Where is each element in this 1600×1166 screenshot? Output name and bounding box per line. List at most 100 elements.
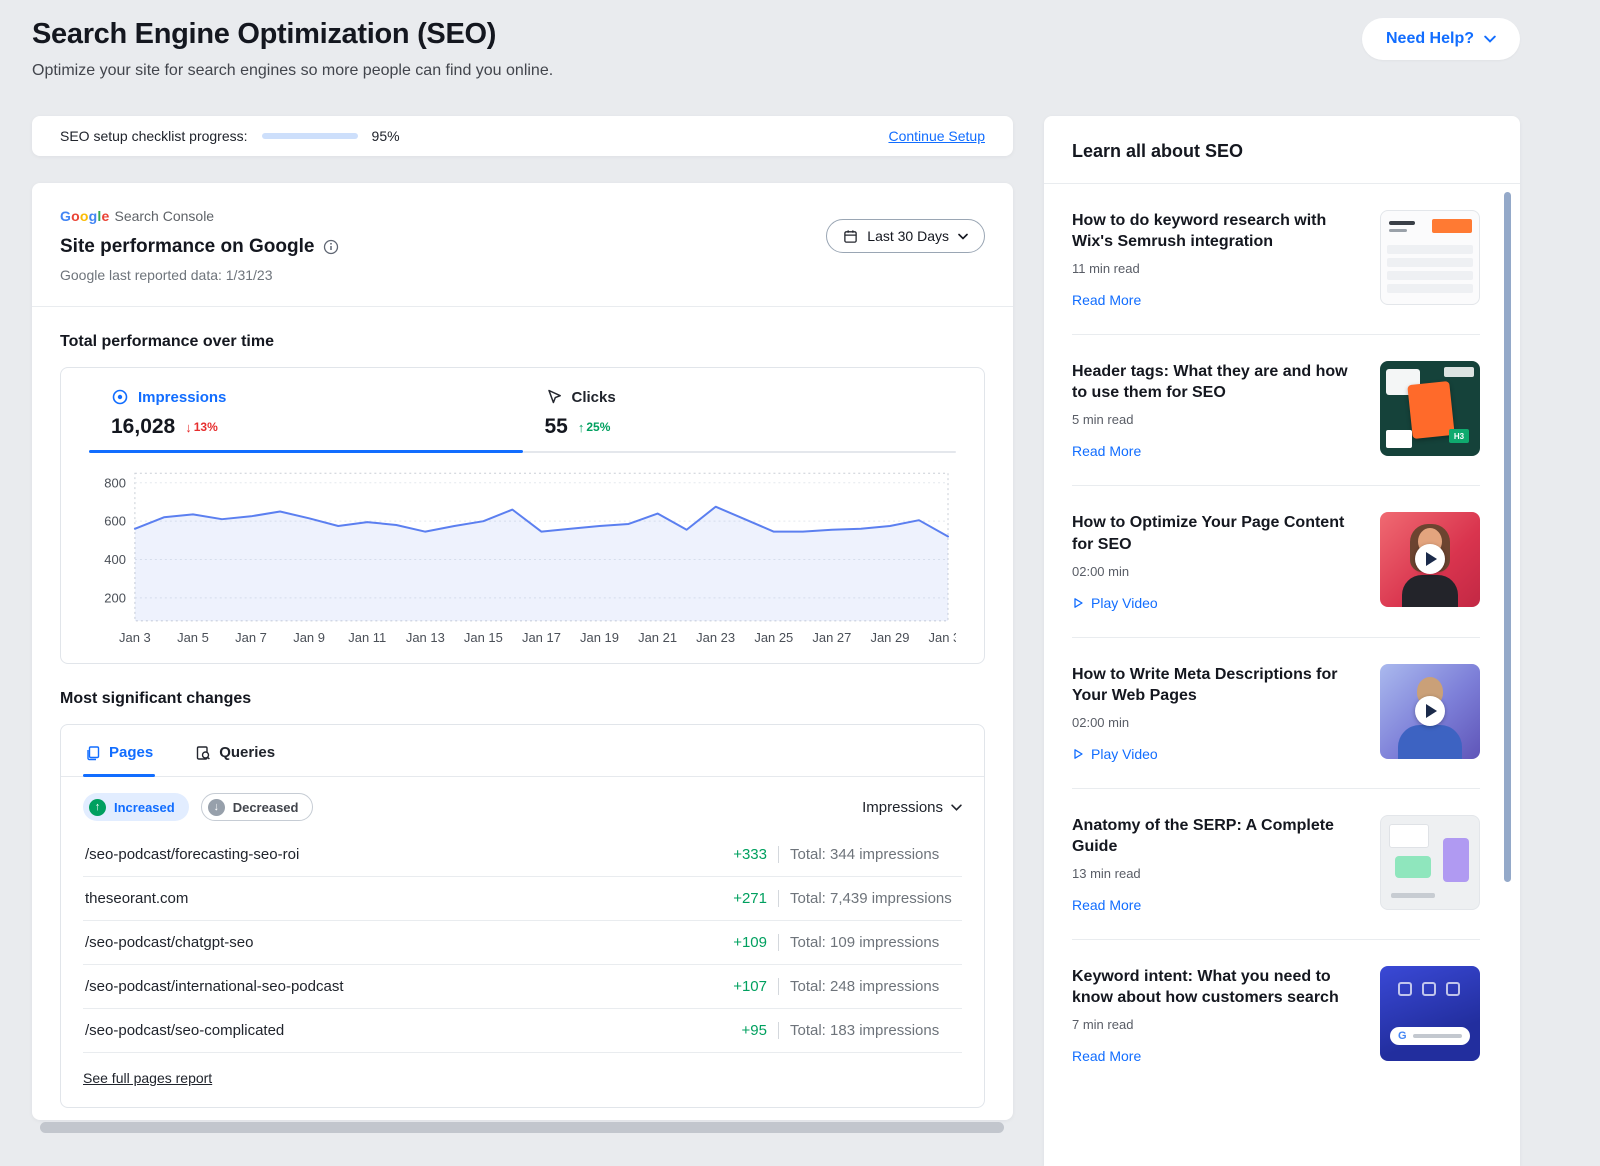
checklist-label: SEO setup checklist progress: <box>60 128 248 144</box>
total-impressions: Total: 7,439 impressions <box>778 890 960 907</box>
impressions-delta-down: 13% <box>185 420 218 435</box>
increase-arrow-icon <box>89 798 106 816</box>
action-label: Read More <box>1072 443 1142 460</box>
changes-tabs: Pages Queries <box>61 725 984 777</box>
thumb-shape <box>1446 982 1460 997</box>
chevron-down-icon <box>958 233 968 240</box>
play-video-link[interactable]: Play Video <box>1072 595 1358 611</box>
total-impressions: Total: 248 impressions <box>778 978 960 995</box>
article-thumbnail[interactable] <box>1380 966 1480 1062</box>
filter-decreased[interactable]: Decreased <box>200 793 314 821</box>
thumb-shape <box>1386 430 1412 449</box>
thumb-shape <box>1407 381 1455 440</box>
article-thumbnail[interactable] <box>1380 814 1480 910</box>
svg-text:Jan 7: Jan 7 <box>235 630 267 645</box>
table-row[interactable]: theseorant.com +271 Total: 7,439 impress… <box>83 877 962 921</box>
thumb-shape <box>1391 892 1435 898</box>
read-more-link[interactable]: Read More <box>1072 443 1358 459</box>
table-row[interactable]: /seo-podcast/forecasting-seo-roi +333 To… <box>83 833 962 877</box>
need-help-button[interactable]: Need Help? <box>1361 18 1520 60</box>
checklist-progress-bar <box>261 133 358 139</box>
svg-text:Jan 17: Jan 17 <box>522 630 561 645</box>
svg-text:Jan 21: Jan 21 <box>638 630 677 645</box>
video-thumbnail[interactable] <box>1380 663 1480 759</box>
pages-table: /seo-podcast/forecasting-seo-roi +333 To… <box>83 833 962 1107</box>
svg-text:Jan 25: Jan 25 <box>754 630 793 645</box>
change-value: +109 <box>733 934 767 951</box>
page-path: /seo-podcast/seo-complicated <box>85 1022 285 1039</box>
filter-increased[interactable]: Increased <box>83 793 189 821</box>
changes-box: Pages Queries Increased <box>60 724 985 1108</box>
svg-text:Jan 23: Jan 23 <box>696 630 735 645</box>
content-area: SEO setup checklist progress: 95% Contin… <box>32 116 1600 1166</box>
filter-row: Increased Decreased Impressions <box>61 777 984 829</box>
date-range-dropdown[interactable]: Last 30 Days <box>826 219 985 253</box>
total-impressions: Total: 344 impressions <box>778 846 960 863</box>
page-title: Search Engine Optimization (SEO) <box>32 18 497 50</box>
svg-text:Jan 27: Jan 27 <box>812 630 851 645</box>
performance-line-chart: 200 400 600 800 Jan 3 Jan 5 Jan 7 Jan 9 Jan 11 Ja… <box>104 472 956 645</box>
row-values: +271 Total: 7,439 impressions <box>717 890 960 907</box>
list-item: How to Write Meta Descriptions for Your … <box>1072 638 1480 789</box>
table-row[interactable]: /seo-podcast/seo-complicated +95 Total: … <box>83 1009 962 1053</box>
sort-dropdown[interactable]: Impressions <box>862 799 962 816</box>
play-icon <box>1074 597 1083 608</box>
svg-text:Jan 15: Jan 15 <box>464 630 503 645</box>
svg-text:200: 200 <box>104 590 126 605</box>
article-text: Header tags: What they are and how to us… <box>1072 361 1358 459</box>
article-thumbnail[interactable] <box>1380 361 1480 457</box>
clicks-metric-tab[interactable]: Clicks 55 25% <box>522 368 957 453</box>
play-video-link[interactable]: Play Video <box>1072 746 1358 762</box>
read-more-link[interactable]: Read More <box>1072 1048 1358 1064</box>
horizontal-scrollbar[interactable] <box>40 1122 1004 1133</box>
clicks-value: 55 <box>544 415 568 438</box>
total-impressions: Total: 183 impressions <box>778 1022 960 1039</box>
article-thumbnail[interactable] <box>1380 210 1480 305</box>
search-console-label: Search Console <box>114 208 215 224</box>
read-more-link[interactable]: Read More <box>1072 897 1358 913</box>
tab-queries[interactable]: Queries <box>193 725 277 776</box>
impressions-target-icon <box>112 389 128 405</box>
article-text: How to do keyword research with Wix's Se… <box>1072 210 1358 308</box>
table-row[interactable]: /seo-podcast/international-seo-podcast +… <box>83 965 962 1009</box>
thumb-shape <box>1402 575 1458 608</box>
info-icon[interactable] <box>323 239 339 255</box>
thumb-shape <box>1389 823 1429 848</box>
svg-text:Jan 19: Jan 19 <box>580 630 619 645</box>
page-path: /seo-podcast/international-seo-podcast <box>85 978 344 995</box>
clicks-cursor-icon <box>547 389 561 404</box>
table-row[interactable]: /seo-podcast/chatgpt-seo +109 Total: 109… <box>83 921 962 965</box>
action-label: Read More <box>1072 292 1142 309</box>
impressions-metric-tab[interactable]: Impressions 16,028 13% <box>89 368 523 453</box>
tab-pages[interactable]: Pages <box>83 725 156 777</box>
clicks-label: Clicks <box>571 388 616 406</box>
read-more-link[interactable]: Read More <box>1072 292 1358 308</box>
video-thumbnail[interactable] <box>1380 512 1480 608</box>
change-value: +107 <box>733 978 767 995</box>
change-value: +333 <box>733 846 767 863</box>
sidebar-scrollbar[interactable] <box>1504 192 1511 882</box>
sidebar-title: Learn all about SEO <box>1044 116 1520 184</box>
clicks-label-row: Clicks <box>545 388 957 406</box>
see-full-pages-report-link[interactable]: See full pages report <box>83 1070 213 1086</box>
changes-section-title: Most significant changes <box>60 690 252 707</box>
google-logo-word: Google <box>60 208 110 224</box>
queries-icon <box>197 745 211 760</box>
continue-setup-link[interactable]: Continue Setup <box>888 128 985 144</box>
row-values: +109 Total: 109 impressions <box>717 934 960 951</box>
thumb-shape <box>1444 367 1474 378</box>
change-value: +271 <box>733 890 767 907</box>
row-values: +95 Total: 183 impressions <box>717 1022 960 1039</box>
impressions-value-row: 16,028 13% <box>111 415 523 439</box>
list-item: Keyword intent: What you need to know ab… <box>1072 940 1480 1090</box>
filter-decreased-label: Decreased <box>232 799 299 815</box>
chevron-down-icon <box>951 803 962 811</box>
article-meta: 11 min read <box>1072 261 1140 277</box>
thumb-shape <box>1449 429 1469 444</box>
thumb-shape <box>1443 837 1469 882</box>
article-title: How to do keyword research with Wix's Se… <box>1072 212 1327 251</box>
filter-increased-label: Increased <box>114 799 175 815</box>
svg-text:Jan 5: Jan 5 <box>177 630 209 645</box>
thumb-shape <box>1398 982 1412 997</box>
